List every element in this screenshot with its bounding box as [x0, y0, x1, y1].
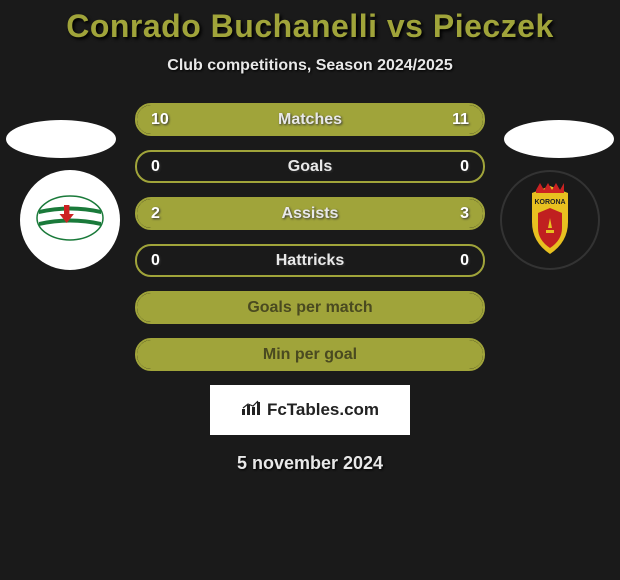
stat-label: Hattricks — [276, 252, 344, 270]
stat-value-right: 0 — [460, 158, 469, 176]
fctables-label: FcTables.com — [267, 400, 379, 420]
stat-row: 10 11 Matches — [0, 103, 620, 136]
stat-label: Min per goal — [263, 346, 357, 364]
stat-label: Goals per match — [247, 299, 372, 317]
stat-value-left: 0 — [151, 252, 160, 270]
stat-row: Goals per match — [0, 291, 620, 324]
stat-value-right: 11 — [452, 111, 469, 129]
stat-row: 0 0 Goals — [0, 150, 620, 183]
stat-label: Assists — [282, 205, 339, 223]
stat-bar: Min per goal — [135, 338, 485, 371]
page-title: Conrado Buchanelli vs Pieczek — [0, 8, 620, 45]
date-label: 5 november 2024 — [0, 453, 620, 474]
stat-value-right: 0 — [460, 252, 469, 270]
stat-value-left: 10 — [151, 111, 169, 129]
subtitle: Club competitions, Season 2024/2025 — [0, 57, 620, 75]
stat-row: Min per goal — [0, 338, 620, 371]
stat-label: Matches — [278, 111, 342, 129]
stat-bar: 0 0 Goals — [135, 150, 485, 183]
stat-bar: 2 3 Assists — [135, 197, 485, 230]
comparison-card: Conrado Buchanelli vs Pieczek Club compe… — [0, 0, 620, 474]
stat-row: 2 3 Assists — [0, 197, 620, 230]
stat-row: 0 0 Hattricks — [0, 244, 620, 277]
stat-label: Goals — [288, 158, 332, 176]
fctables-watermark: FcTables.com — [210, 385, 410, 435]
stat-value-left: 0 — [151, 158, 160, 176]
stat-value-left: 2 — [151, 205, 160, 223]
stat-bar: 0 0 Hattricks — [135, 244, 485, 277]
stat-value-right: 3 — [460, 205, 469, 223]
stat-bar: 10 11 Matches — [135, 103, 485, 136]
chart-icon — [241, 400, 261, 421]
stat-bar: Goals per match — [135, 291, 485, 324]
